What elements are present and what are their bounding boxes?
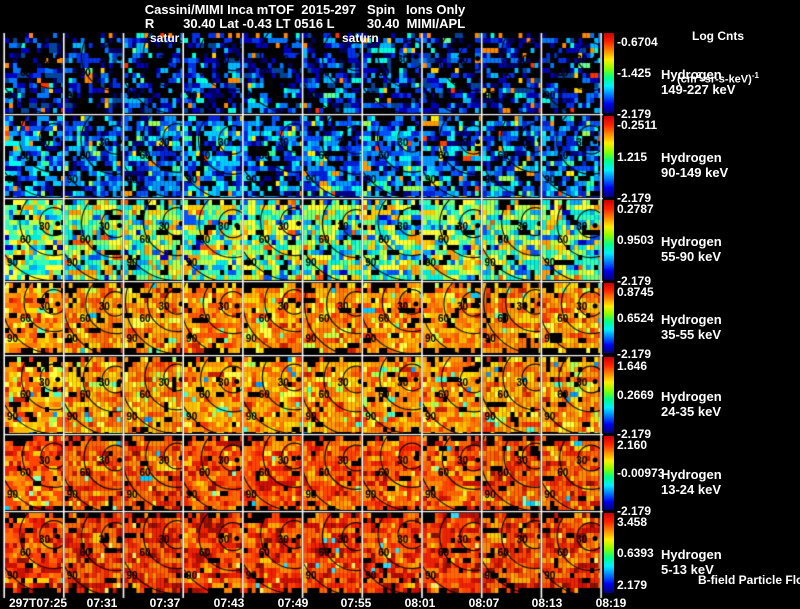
row1-species-label: Hydrogen bbox=[661, 67, 722, 82]
time-axis-label-9: 08:13 bbox=[531, 596, 563, 609]
cbar2-max: -0.2511 bbox=[617, 118, 658, 132]
cbar7-max: 3.458 bbox=[617, 515, 648, 529]
row1-energy-label: 149-227 keV bbox=[661, 82, 736, 97]
cbar5-mid: 0.2669 bbox=[617, 388, 654, 402]
saturn-marker-right: saturn bbox=[342, 31, 379, 45]
colorbar-row-3 bbox=[604, 200, 614, 280]
cbar3-mid: 0.9503 bbox=[617, 233, 654, 247]
cbar6-mid: -0.00973 bbox=[617, 466, 665, 480]
cbar6-min: -2.179 bbox=[617, 504, 652, 518]
cbar3-min: -2.179 bbox=[617, 274, 652, 288]
cbar2-mid: 1.215 bbox=[617, 150, 648, 164]
cbar4-max: 0.8745 bbox=[617, 285, 654, 299]
cbar5-max: 1.646 bbox=[617, 359, 648, 373]
time-axis-label-1: 297T07:25 bbox=[8, 596, 68, 609]
row3-species-label: Hydrogen bbox=[661, 234, 722, 249]
cbar1-max: -0.6704 bbox=[617, 35, 658, 49]
colorbar-units-formula: (cm2-sr-s-keV)-1 bbox=[677, 71, 759, 86]
cbar2-min: -2.179 bbox=[617, 191, 652, 205]
row6-energy-label: 13-24 keV bbox=[661, 482, 721, 497]
page-title: Cassini/MIMI Inca mTOF 2015-297 Spin Ion… bbox=[144, 2, 466, 17]
time-axis-label-10: 08:19 bbox=[595, 596, 627, 609]
time-axis-label-2: 07:31 bbox=[86, 596, 118, 609]
row3-energy-label: 55-90 keV bbox=[661, 249, 721, 264]
cbar5-min: -2.179 bbox=[617, 427, 652, 441]
time-axis-label-8: 08:07 bbox=[468, 596, 500, 609]
cbar4-min: -2.179 bbox=[617, 347, 652, 361]
time-axis-label-3: 07:37 bbox=[149, 596, 181, 609]
colorbar-row-4 bbox=[604, 283, 614, 353]
cbar1-mid: -1.425 bbox=[617, 66, 652, 80]
colorbar-units-block: Log Cnts (cm2-sr-s-keV)-1 bbox=[640, 4, 796, 113]
colorbar-row-1 bbox=[604, 33, 614, 113]
saturn-marker-left: satur bbox=[150, 31, 180, 45]
row6-species-label: Hydrogen bbox=[661, 467, 722, 482]
row5-energy-label: 24-35 keV bbox=[661, 404, 721, 419]
colorbar-row-7 bbox=[604, 513, 614, 593]
row5-species-label: Hydrogen bbox=[661, 389, 722, 404]
page-subtitle: R 30.40 Lat -0.43 LT 0516 L 30.40 MIMI/A… bbox=[144, 16, 466, 31]
row4-energy-label: 35-55 keV bbox=[661, 327, 721, 342]
cbar4-mid: 0.6524 bbox=[617, 311, 654, 325]
time-axis-label-4: 07:43 bbox=[213, 596, 245, 609]
row7-species-label: Hydrogen bbox=[661, 547, 722, 562]
cbar1-min: -2.179 bbox=[617, 107, 652, 121]
bfield-particle-flow-label: B-field Particle Flow bbox=[698, 573, 800, 587]
cbar7-mid: 0.6393 bbox=[617, 546, 654, 560]
time-axis-label-5: 07:49 bbox=[277, 596, 309, 609]
row2-energy-label: 90-149 keV bbox=[661, 165, 729, 180]
colorbar-units-title: Log Cnts bbox=[692, 29, 744, 43]
row4-species-label: Hydrogen bbox=[661, 312, 722, 327]
row2-species-label: Hydrogen bbox=[661, 150, 722, 165]
time-axis-label-7: 08:01 bbox=[404, 596, 436, 609]
cbar6-max: 2.160 bbox=[617, 438, 648, 452]
row7-energy-label: 5-13 keV bbox=[661, 562, 714, 577]
time-axis-label-6: 07:55 bbox=[340, 596, 372, 609]
cbar3-max: 0.2787 bbox=[617, 202, 654, 216]
cbar7-min: 2.179 bbox=[617, 578, 648, 592]
colorbar-row-2 bbox=[604, 116, 614, 197]
colorbar-row-6 bbox=[604, 436, 614, 510]
colorbar-row-5 bbox=[604, 357, 614, 433]
